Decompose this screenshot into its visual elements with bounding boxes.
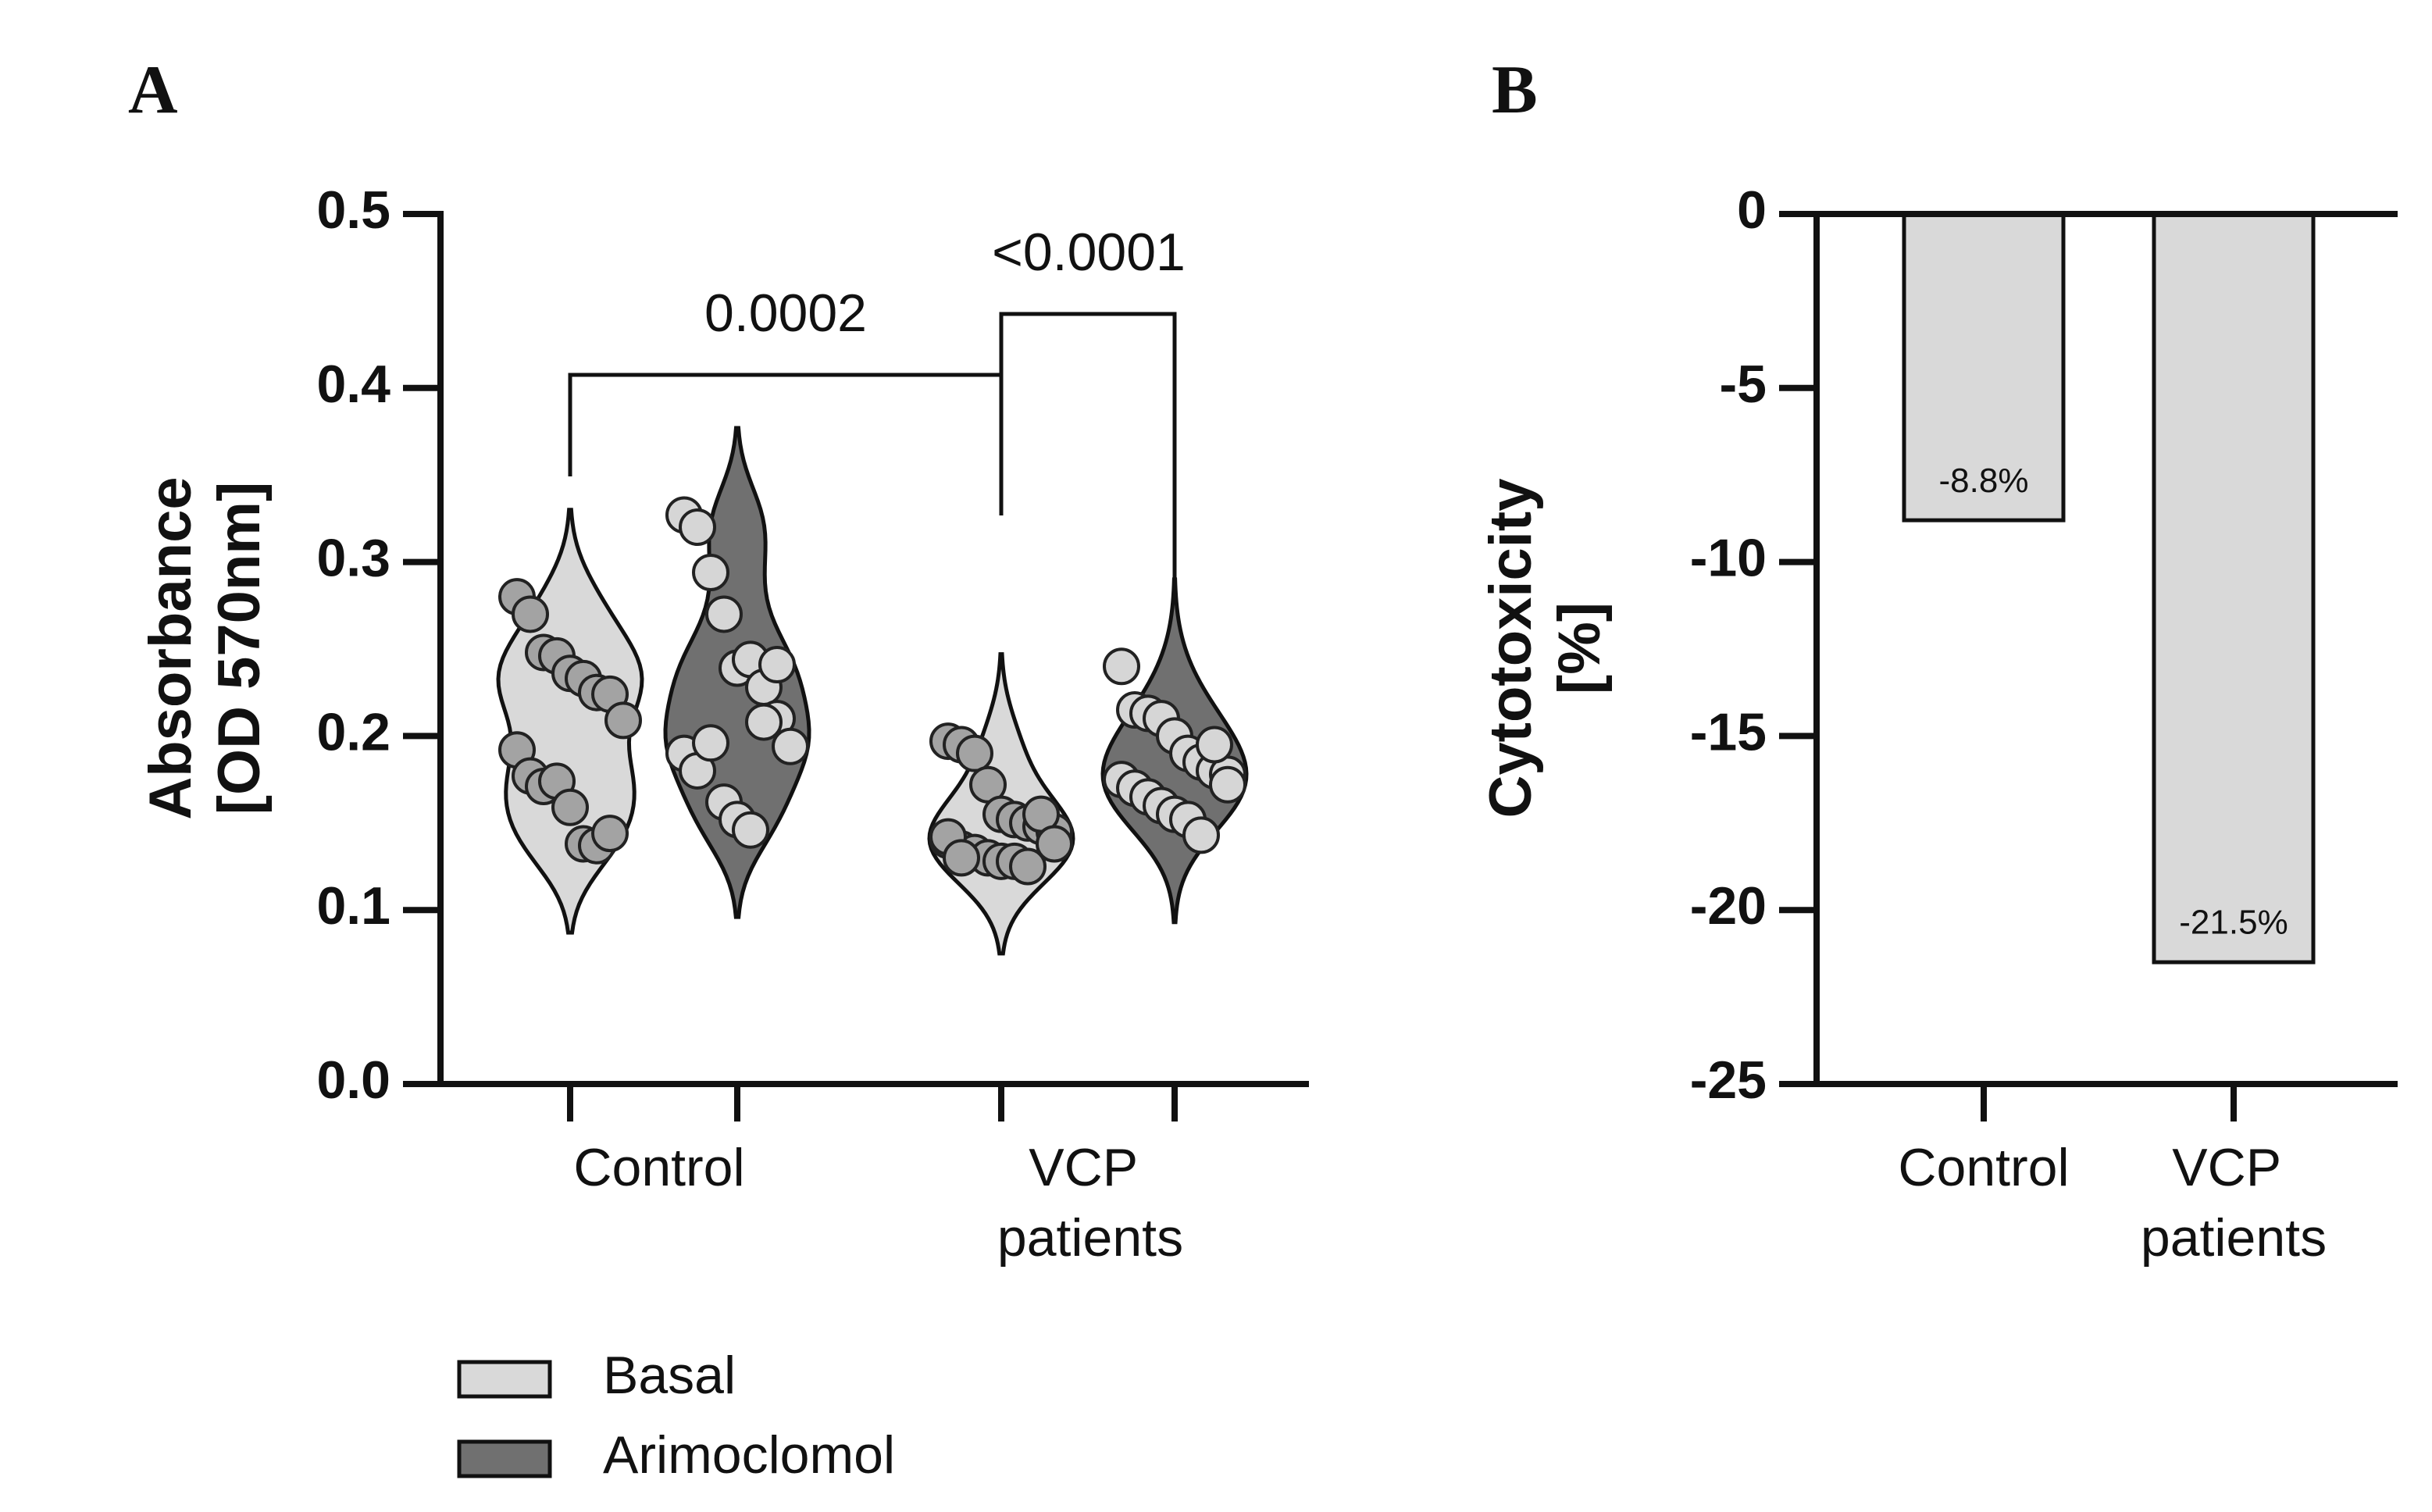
data-point <box>551 788 589 826</box>
y-tick-label: 0.1 <box>316 876 390 936</box>
data-point <box>705 595 743 633</box>
legend-label: Basal <box>603 1346 736 1405</box>
y-axis-label: [%] <box>1546 602 1613 694</box>
bar <box>1902 212 2066 522</box>
x-tick-label-line: VCP <box>2172 1138 2295 1197</box>
y-tick-label: -15 <box>1690 702 1767 761</box>
data-point <box>745 703 783 741</box>
x-tick-label: Control <box>1898 1138 2069 1197</box>
data-point <box>1103 647 1140 686</box>
y-tick-label: 0 <box>1737 180 1767 240</box>
x-tick-label: Control <box>573 1138 744 1197</box>
bracket <box>999 312 1177 581</box>
x-tick-label-line: VCP <box>1029 1138 1151 1197</box>
data-point <box>679 508 716 547</box>
y-tick-label: 0.4 <box>316 355 390 414</box>
data-point <box>1009 847 1047 886</box>
data-point <box>1209 765 1246 804</box>
y-tick-label: -10 <box>1690 529 1767 588</box>
data-point <box>1036 825 1073 863</box>
x-tick-label-line: patients <box>2141 1208 2327 1268</box>
data-point <box>512 595 549 633</box>
data-point <box>1182 816 1220 854</box>
legend-swatch <box>457 1439 552 1478</box>
y-tick-label: 0.2 <box>316 702 390 761</box>
data-point <box>692 553 729 591</box>
data-point <box>758 646 796 684</box>
panel-label: B <box>1492 52 1538 128</box>
y-axis-label: Absorbance <box>137 476 204 819</box>
legend-swatch <box>457 1360 552 1399</box>
y-tick-label: 0.0 <box>316 1050 390 1110</box>
annotation: 0.0002 <box>704 284 867 343</box>
y-tick-label: 0.3 <box>316 529 390 588</box>
panel-label: A <box>128 52 178 128</box>
bracket <box>568 373 1004 515</box>
y-tick-label: -25 <box>1690 1050 1767 1110</box>
data-point <box>591 815 629 853</box>
data-point <box>692 724 729 762</box>
value-label: -21.5% <box>2179 904 2288 942</box>
x-tick-label: VCP patients <box>2141 1138 2327 1268</box>
data-point <box>732 811 769 849</box>
y-axis-label: [OD 570nm] <box>206 482 273 815</box>
x-tick-label-line: Control <box>1898 1138 2069 1197</box>
value-label: -8.8% <box>1939 462 2029 500</box>
x-tick-label-line: Control <box>573 1138 744 1197</box>
bar <box>2152 212 2316 965</box>
data-point <box>956 734 993 772</box>
data-point <box>1196 726 1233 764</box>
data-point <box>943 839 980 877</box>
x-tick-label-line: patients <box>997 1208 1183 1268</box>
data-point <box>604 701 642 740</box>
y-tick-label: -20 <box>1690 876 1767 936</box>
data-point <box>772 727 809 765</box>
annotation: <0.0001 <box>992 223 1186 282</box>
y-tick-label: 0.5 <box>316 180 390 240</box>
y-tick-label: -5 <box>1720 355 1767 414</box>
y-axis-label: Cytotoxicity <box>1478 479 1544 818</box>
x-tick-label: VCP patients <box>997 1138 1183 1268</box>
legend-label: Arimoclomol <box>603 1425 895 1485</box>
